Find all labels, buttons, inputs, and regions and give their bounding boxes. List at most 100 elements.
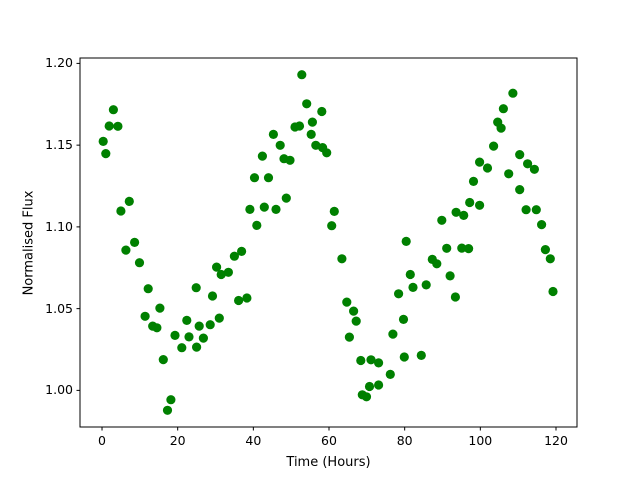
data-point (234, 295, 244, 306)
data-point (194, 321, 204, 331)
x-tick-label: 20 (169, 433, 186, 448)
data-point (113, 121, 123, 131)
x-tick-label: 0 (98, 433, 106, 448)
data-point (116, 206, 126, 216)
data-point (344, 332, 354, 342)
data-point (184, 332, 194, 342)
data-point (342, 297, 352, 307)
data-point (101, 149, 111, 159)
data-point (374, 358, 384, 368)
data-point (257, 151, 267, 161)
data-point (416, 350, 426, 360)
x-tick-label: 100 (468, 433, 493, 448)
data-point (307, 117, 317, 127)
data-point (475, 200, 485, 210)
y-tick-label: 1.10 (45, 218, 73, 234)
data-point (351, 316, 361, 326)
data-point (306, 129, 316, 139)
data-point (401, 236, 411, 246)
data-point (442, 243, 452, 253)
data-point (192, 342, 202, 352)
data-point (297, 70, 307, 80)
data-point (294, 121, 305, 131)
y-tick-label: 1.15 (45, 136, 73, 152)
data-point (216, 269, 226, 280)
data-point (349, 306, 359, 316)
data-point (268, 129, 278, 139)
data-point (329, 206, 339, 216)
data-point (170, 330, 180, 340)
data-point (302, 99, 312, 109)
data-point (177, 343, 187, 353)
data-point (134, 258, 145, 268)
y-axis-label: Normalised Flux (21, 190, 37, 295)
data-point (366, 355, 376, 365)
data-point (482, 163, 493, 173)
data-point (504, 169, 514, 179)
data-point (166, 395, 176, 405)
data-point (191, 283, 201, 293)
data-point (259, 202, 269, 212)
y-tick-label: 1.00 (45, 382, 73, 398)
data-point (249, 173, 260, 183)
data-point (263, 173, 274, 183)
data-point (155, 303, 165, 313)
y-tick-label: 1.05 (45, 300, 73, 316)
data-point (465, 197, 475, 208)
data-point (205, 320, 215, 330)
data-point (252, 220, 262, 230)
data-point (182, 315, 192, 325)
data-point (337, 254, 347, 264)
data-point (515, 150, 525, 160)
data-point (408, 282, 418, 292)
data-point (152, 323, 162, 333)
data-point (285, 155, 295, 165)
data-point (421, 280, 431, 290)
data-point (437, 215, 447, 225)
axes-spines (79, 57, 578, 428)
data-point (214, 313, 224, 323)
data-point (464, 244, 474, 254)
data-point (498, 104, 508, 114)
data-point (540, 245, 551, 255)
data-point (445, 271, 455, 281)
data-point (364, 381, 375, 392)
data-point (108, 105, 118, 115)
data-point (361, 392, 372, 402)
data-point (385, 369, 395, 379)
data-point (450, 292, 460, 302)
data-point (468, 176, 479, 186)
data-point (317, 106, 327, 117)
data-point (508, 88, 518, 98)
x-tick-label: 80 (396, 433, 413, 448)
data-point (143, 284, 153, 294)
x-tick-label: 120 (544, 433, 568, 448)
data-point (124, 196, 134, 206)
data-point (388, 329, 398, 339)
data-point (242, 293, 252, 303)
data-point (548, 286, 558, 297)
data-point (281, 193, 291, 203)
data-point (356, 355, 366, 366)
data-point (121, 245, 131, 255)
data-point (399, 352, 409, 362)
data-point (457, 243, 467, 253)
data-point (523, 159, 533, 169)
data-point (496, 123, 506, 133)
data-point (529, 164, 540, 174)
data-point (451, 207, 461, 217)
data-point (158, 355, 168, 365)
data-point (322, 148, 332, 158)
data-point (327, 221, 337, 231)
data-point (162, 405, 173, 415)
data-point (432, 259, 442, 269)
data-point (229, 251, 239, 261)
data-point (394, 289, 404, 299)
x-tick-label: 40 (245, 433, 262, 448)
x-axis-label: Time (Hours) (286, 455, 371, 470)
data-point (405, 269, 415, 280)
data-point (212, 262, 222, 272)
data-point (521, 205, 531, 215)
data-point (459, 210, 469, 220)
